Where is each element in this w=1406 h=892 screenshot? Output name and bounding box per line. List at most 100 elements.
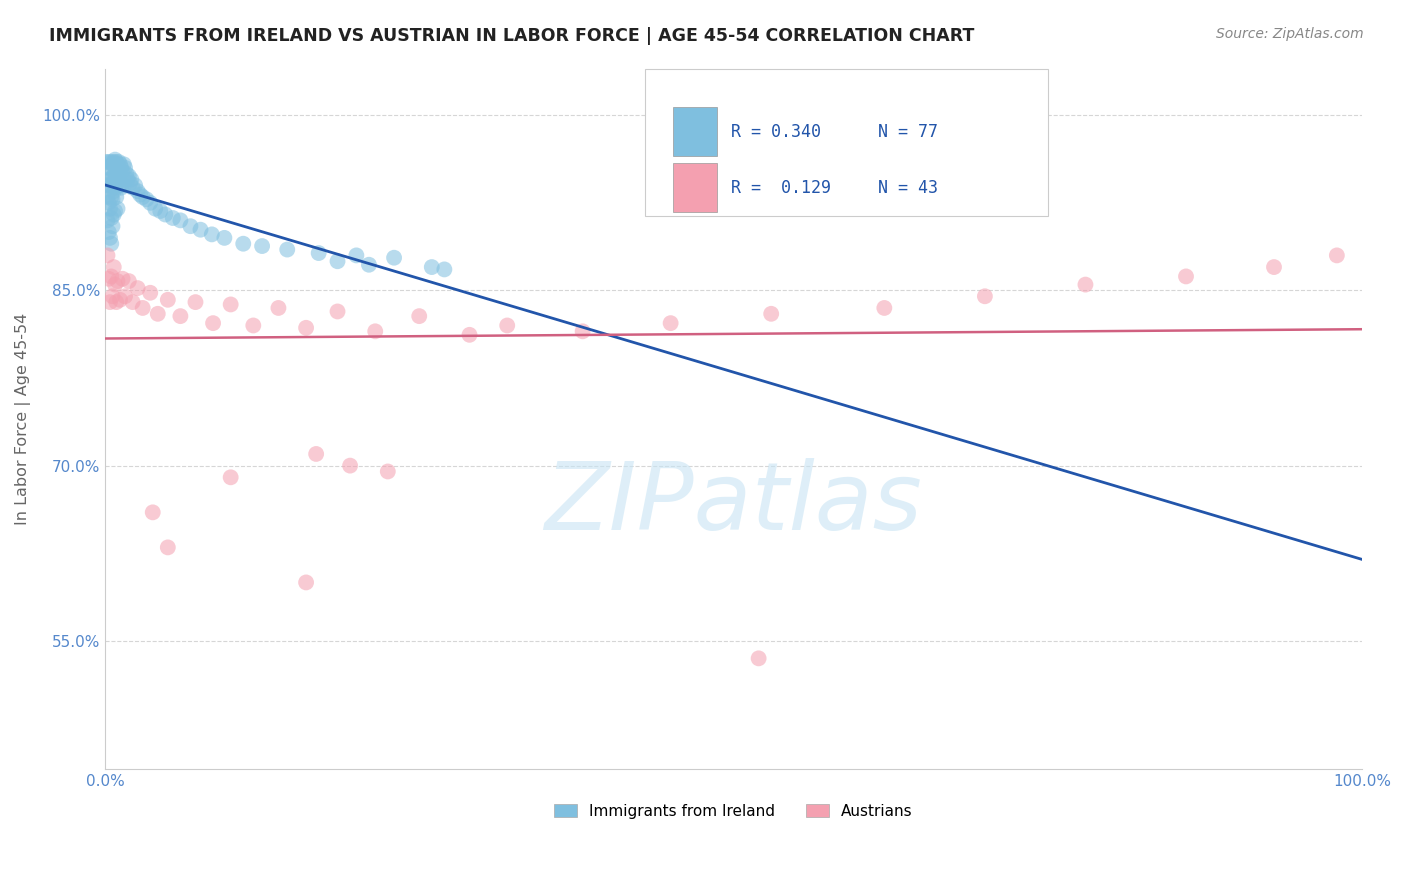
Point xyxy=(357,258,380,272)
Point xyxy=(97,272,120,286)
Point xyxy=(97,172,120,186)
Point xyxy=(219,297,242,311)
Point xyxy=(1326,248,1348,262)
FancyBboxPatch shape xyxy=(673,163,717,212)
Point xyxy=(100,269,122,284)
Point xyxy=(114,161,136,175)
Point xyxy=(105,155,128,169)
Point xyxy=(98,295,121,310)
Point xyxy=(104,167,127,181)
Point xyxy=(104,153,127,167)
Point xyxy=(155,207,177,221)
Point xyxy=(169,213,191,227)
Point xyxy=(97,195,120,210)
Point xyxy=(112,178,135,193)
Point xyxy=(156,293,179,307)
Text: N = 77: N = 77 xyxy=(877,122,938,141)
Point xyxy=(458,327,481,342)
Point xyxy=(326,304,349,318)
Point xyxy=(105,169,128,183)
Point xyxy=(108,157,131,171)
Point xyxy=(100,172,122,186)
Point xyxy=(344,248,367,262)
Point xyxy=(135,192,157,206)
Point xyxy=(433,262,456,277)
Point xyxy=(104,180,127,194)
Point xyxy=(100,236,122,251)
Text: R = 0.340: R = 0.340 xyxy=(731,122,821,141)
Text: IMMIGRANTS FROM IRELAND VS AUSTRIAN IN LABOR FORCE | AGE 45-54 CORRELATION CHART: IMMIGRANTS FROM IRELAND VS AUSTRIAN IN L… xyxy=(49,27,974,45)
Point xyxy=(96,213,118,227)
Point xyxy=(111,164,134,178)
Point xyxy=(149,204,172,219)
Point xyxy=(97,225,120,239)
Point xyxy=(101,192,124,206)
Text: N = 43: N = 43 xyxy=(877,178,938,196)
Point xyxy=(98,178,121,193)
Point xyxy=(117,172,139,186)
Point xyxy=(1074,277,1097,292)
Point xyxy=(105,190,128,204)
Point xyxy=(214,231,236,245)
Point xyxy=(120,172,142,186)
Point xyxy=(219,470,242,484)
Point xyxy=(105,295,128,310)
Text: ZIPatlas: ZIPatlas xyxy=(544,458,922,549)
Legend: Immigrants from Ireland, Austrians: Immigrants from Ireland, Austrians xyxy=(548,797,920,825)
Point xyxy=(748,651,770,665)
Point xyxy=(101,219,124,234)
Point xyxy=(107,202,129,216)
Point xyxy=(295,320,318,334)
Point xyxy=(184,295,207,310)
Point xyxy=(326,254,349,268)
Point xyxy=(308,246,330,260)
FancyBboxPatch shape xyxy=(645,69,1047,216)
Point xyxy=(115,167,138,181)
Point xyxy=(142,505,165,519)
Point xyxy=(107,172,129,186)
Point xyxy=(118,274,141,288)
Point xyxy=(276,243,298,257)
Point xyxy=(571,324,593,338)
Point xyxy=(232,236,254,251)
Point xyxy=(96,178,118,193)
Point xyxy=(146,307,169,321)
Point xyxy=(659,316,682,330)
Point xyxy=(107,274,129,288)
Point xyxy=(96,248,118,262)
Point xyxy=(98,202,121,216)
Point xyxy=(169,309,191,323)
Text: R =  0.129: R = 0.129 xyxy=(731,178,831,196)
Point xyxy=(162,211,184,225)
Point xyxy=(127,281,149,295)
Point xyxy=(377,465,399,479)
Point xyxy=(873,301,896,315)
Point xyxy=(103,260,125,274)
Point xyxy=(250,239,273,253)
Point xyxy=(100,211,122,225)
Point xyxy=(100,190,122,204)
Point xyxy=(107,155,129,169)
Point xyxy=(98,231,121,245)
Point xyxy=(108,178,131,193)
Point xyxy=(131,301,153,315)
Point xyxy=(103,169,125,183)
Point xyxy=(496,318,519,333)
Point xyxy=(110,161,132,175)
Point xyxy=(339,458,361,473)
Point xyxy=(131,190,153,204)
Point xyxy=(111,272,134,286)
Point xyxy=(108,293,131,307)
Point xyxy=(112,157,135,171)
Point xyxy=(202,316,225,330)
Point xyxy=(1175,269,1198,284)
Point xyxy=(295,575,318,590)
Point xyxy=(382,251,405,265)
Point xyxy=(129,187,152,202)
Point xyxy=(101,176,124,190)
FancyBboxPatch shape xyxy=(673,107,717,156)
Point xyxy=(408,309,430,323)
Point xyxy=(139,285,162,300)
Point xyxy=(761,307,783,321)
Point xyxy=(96,155,118,169)
